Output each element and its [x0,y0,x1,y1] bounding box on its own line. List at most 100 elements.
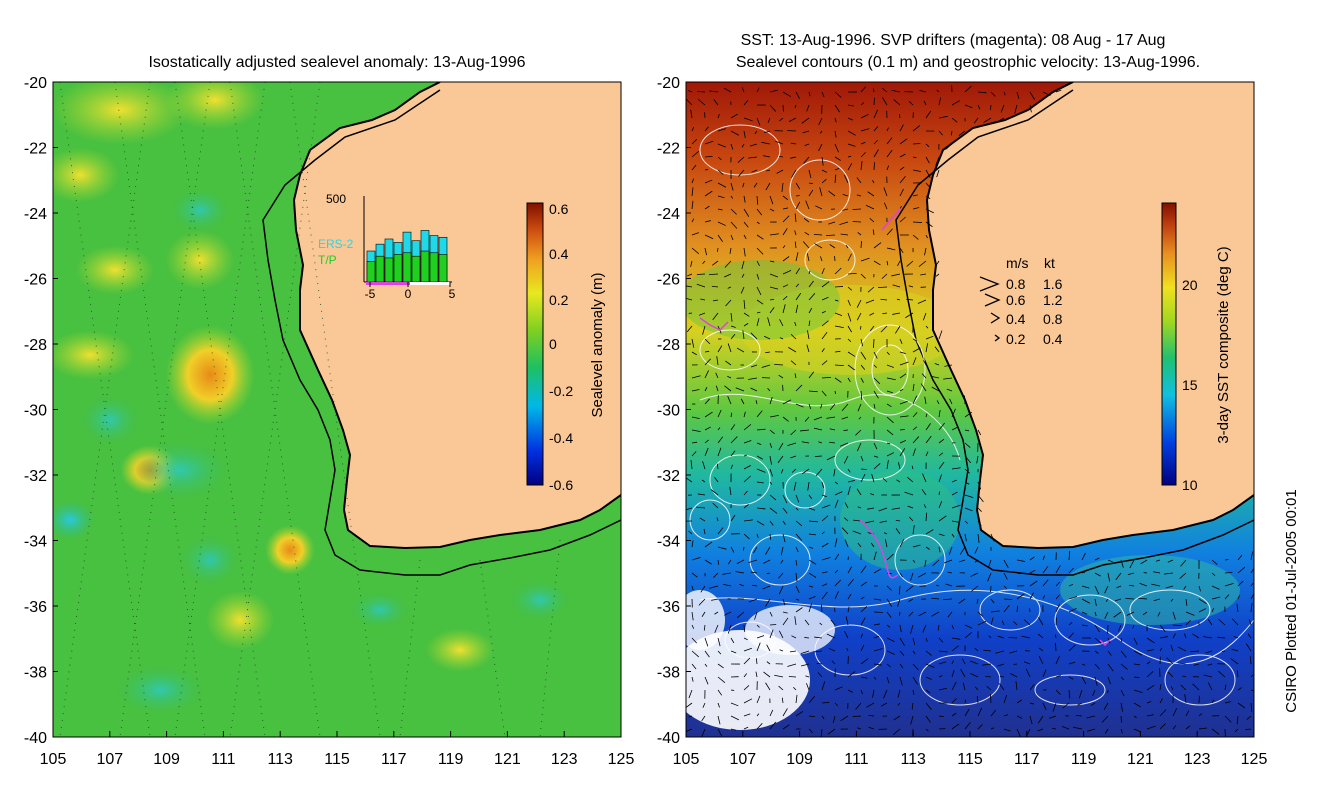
sea-level-anomaly-map [53,82,621,737]
velocity-vector [808,371,815,379]
velocity-vector [724,260,732,268]
velocity-vector [769,709,774,717]
velocity-vector [1184,633,1187,639]
velocity-vector [714,624,719,633]
velocity-vector [873,377,881,385]
velocity-vector [791,468,797,473]
velocity-vector [750,332,758,340]
velocity-vector [873,88,875,93]
velocity-vector [922,312,927,321]
velocity-vector [795,91,800,99]
velocity-vector [860,114,869,119]
velocity-vector [897,260,901,267]
velocity-vector [769,273,779,278]
velocity-vector [756,624,760,628]
velocity-vector [886,676,890,684]
velocity-vector [704,676,709,685]
velocity-vector [989,694,992,704]
velocity-vector [819,130,823,134]
velocity-vector [808,280,814,288]
velocity-vector [960,669,966,678]
velocity-vector [802,130,810,134]
velocity-vector [899,538,905,548]
velocity-vector [886,624,891,628]
lat-label: -24 [657,206,680,223]
velocity-vector [918,611,927,617]
velocity-vector [1078,689,1083,699]
velocity-vector [920,383,927,392]
velocity-vector [788,676,797,678]
velocity-vector [943,559,953,564]
velocity-vector [1203,674,1213,678]
velocity-vector [990,610,1000,613]
velocity-vector [912,194,918,197]
velocity-vector [830,619,836,626]
velocity-vector [802,241,810,249]
velocity-vector [1146,661,1151,665]
velocity-vector [1055,643,1057,652]
velocity-vector [701,479,706,483]
geostrophic-velocity-field [686,85,1254,737]
velocity-vector [782,269,792,275]
velocity-vector [769,429,775,435]
velocity-vector [686,98,693,106]
velocity-vector [868,714,875,717]
velocity-vector [717,637,721,647]
velocity-vector [769,507,778,514]
velocity-vector [756,234,764,240]
velocity-vector [691,389,700,392]
velocity-vector [1003,91,1006,96]
velocity-vector [765,351,771,354]
velocity-vector [1159,636,1169,639]
velocity-vector [1003,585,1007,589]
velocity-vector [704,387,708,392]
velocity-vector [756,533,759,538]
velocity-vector [1155,559,1161,562]
velocity-vector [1193,663,1200,666]
velocity-vector [974,546,979,554]
velocity-vector [730,637,735,644]
velocity-vector [912,395,918,405]
velocity-vector [743,647,752,652]
velocity-vector [774,674,784,678]
velocity-vector [756,87,760,93]
velocity-vector [795,710,804,717]
velocity-vector [1042,579,1049,587]
velocity-vector [892,312,901,315]
velocity-vector [690,460,693,470]
velocity-vector [735,387,745,392]
velocity-vector [713,99,719,106]
velocity-vector [847,351,856,357]
velocity-vector [938,115,948,119]
lat-label: -40 [24,730,47,747]
velocity-vector [932,559,940,567]
velocity-vector [712,502,719,509]
velocity-vector [795,384,803,392]
velocity-vector [756,442,762,446]
velocity-vector [795,694,798,704]
velocity-vector [782,295,788,301]
velocity-vector [1231,648,1239,652]
velocity-vector [826,416,836,419]
velocity-legend-header-kt: kt [1044,255,1055,271]
velocity-vector [942,598,953,601]
velocity-vector [1068,622,1073,626]
velocity-vector [847,566,853,574]
velocity-vector [704,190,713,197]
velocity-vector [717,702,720,708]
velocity-vector [794,213,797,223]
inset-window-marker [366,282,380,285]
velocity-vector [925,702,932,711]
velocity-vector [795,494,800,503]
velocity-vector [730,728,737,731]
velocity-vector [977,520,982,527]
velocity-vector [847,671,856,678]
velocity-vector [1101,715,1109,723]
velocity-vector [1178,646,1187,652]
velocity-vector [795,252,799,262]
velocity-vector [1236,603,1239,613]
velocity-vector [886,247,896,251]
velocity-vector [769,468,773,477]
velocity-vector [829,428,836,431]
velocity-vector [897,598,901,607]
